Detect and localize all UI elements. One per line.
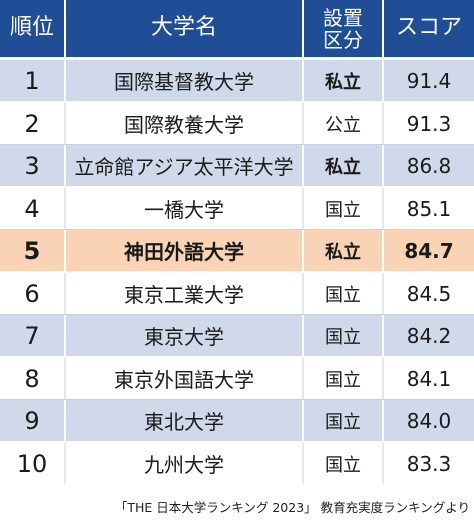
header-type-line1: 設置 xyxy=(323,5,363,30)
header-university: 大学名 xyxy=(66,0,304,57)
score-cell: 85.1 xyxy=(406,196,452,221)
university-cell: 東京大学 xyxy=(66,315,304,356)
type-cell: 国立 xyxy=(304,443,384,484)
header-score: スコア xyxy=(395,15,462,41)
score-cell: 83.3 xyxy=(406,451,452,476)
source-caption: 「THE 日本大学ランキング 2023」 教育充実度ランキングより xyxy=(114,500,470,515)
university-cell: 神田外語大学 xyxy=(66,230,304,271)
score-cell: 84.5 xyxy=(406,281,452,306)
university-cell: 東北大学 xyxy=(66,400,304,441)
type-cell: 国立 xyxy=(304,358,384,399)
header-rank: 順位 xyxy=(0,0,66,57)
score-cell: 91.4 xyxy=(406,68,452,93)
rank-cell: 5 xyxy=(0,230,66,271)
table-row: 9 東北大学 国立 84.0 xyxy=(0,400,474,443)
table-header: 順位 大学名 設置 区分 スコア xyxy=(0,0,474,60)
type-cell: 国立 xyxy=(304,273,384,314)
university-cell: 東京外国語大学 xyxy=(66,358,304,399)
score-cell: 84.1 xyxy=(406,366,452,391)
university-cell: 一橋大学 xyxy=(66,188,304,229)
table-row: 2 国際教養大学 公立 91.3 xyxy=(0,103,474,145)
university-cell: 国際教養大学 xyxy=(66,103,304,144)
type-cell: 国立 xyxy=(304,400,384,441)
university-cell: 国際基督教大学 xyxy=(66,60,304,101)
ranking-table: 順位 大学名 設置 区分 スコア 1 国際基督教大学 私立 91.4 2 国際教… xyxy=(0,0,474,486)
rank-cell: 8 xyxy=(0,358,66,399)
score-cell: 86.8 xyxy=(406,153,452,178)
rank-cell: 10 xyxy=(0,443,66,484)
rank-cell: 9 xyxy=(0,400,66,441)
type-cell: 公立 xyxy=(304,103,384,144)
university-cell: 東京工業大学 xyxy=(66,273,304,314)
type-cell: 私立 xyxy=(304,145,384,186)
header-type-line2: 区分 xyxy=(323,27,363,52)
rank-cell: 6 xyxy=(0,273,66,314)
type-cell: 国立 xyxy=(304,315,384,356)
table-row-highlighted: 5 神田外語大学 私立 84.7 xyxy=(0,230,474,273)
type-cell: 私立 xyxy=(304,60,384,101)
rank-cell: 2 xyxy=(0,103,66,144)
rank-cell: 7 xyxy=(0,315,66,356)
rank-cell: 3 xyxy=(0,145,66,186)
rank-cell: 4 xyxy=(0,188,66,229)
table-row: 8 東京外国語大学 国立 84.1 xyxy=(0,358,474,400)
score-cell: 91.3 xyxy=(406,111,452,136)
table-row: 3 立命館アジア太平洋大学 私立 86.8 xyxy=(0,145,474,188)
table-row: 1 国際基督教大学 私立 91.4 xyxy=(0,60,474,103)
table-row: 4 一橋大学 国立 85.1 xyxy=(0,188,474,230)
rank-cell: 1 xyxy=(0,60,66,101)
table-row: 7 東京大学 国立 84.2 xyxy=(0,315,474,358)
score-cell: 84.7 xyxy=(404,238,454,263)
score-cell: 84.0 xyxy=(406,408,452,433)
table-row: 10 九州大学 国立 83.3 xyxy=(0,443,474,486)
university-cell: 立命館アジア太平洋大学 xyxy=(66,145,304,186)
header-type: 設置 区分 xyxy=(304,0,384,57)
university-cell: 九州大学 xyxy=(66,443,304,484)
table-row: 6 東京工業大学 国立 84.5 xyxy=(0,273,474,315)
type-cell: 国立 xyxy=(304,188,384,229)
type-cell: 私立 xyxy=(304,230,384,271)
score-cell: 84.2 xyxy=(406,323,452,348)
